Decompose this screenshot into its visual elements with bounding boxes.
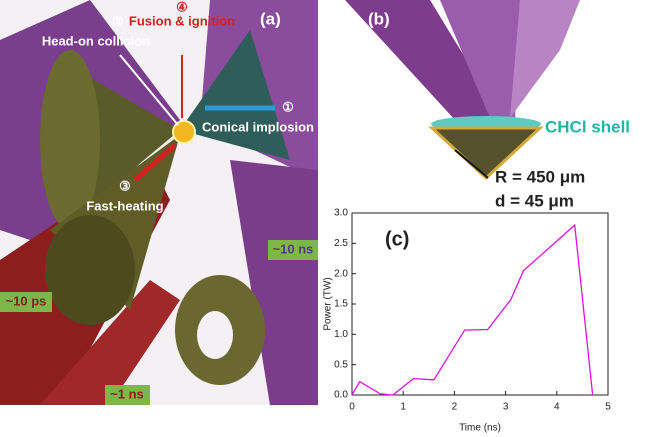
- x-tick-label: 1: [400, 402, 406, 413]
- x-tick-label: 2: [452, 402, 458, 413]
- panel-b-art: (b) CHCl shell R = 450 μm d = 45 μm: [345, 0, 630, 210]
- step-label: Fast-heating: [86, 198, 163, 213]
- y-axis-label: Power (TW): [323, 277, 334, 330]
- olive-cone: [45, 215, 135, 325]
- x-tick-label: 4: [554, 402, 560, 413]
- figure: (a) ② Head-on collision ④ Fusion & ignit…: [0, 0, 656, 437]
- panel-label: (b): [368, 9, 390, 28]
- step-number: ④: [176, 0, 188, 14]
- ring: [197, 311, 233, 359]
- y-tick-label: 2.5: [334, 238, 348, 249]
- panel-a-art: (a) ② Head-on collision ④ Fusion & ignit…: [0, 0, 318, 405]
- time-label: ~1 ns: [110, 386, 144, 401]
- x-tick-label: 5: [605, 402, 611, 413]
- purple-beam: [510, 0, 580, 118]
- y-tick-label: 1.5: [334, 299, 348, 310]
- step-number: ②: [112, 13, 124, 28]
- chart-title: (c): [385, 228, 409, 250]
- step-label: Head-on collision: [42, 33, 150, 48]
- y-tick-label: 3.0: [334, 208, 348, 219]
- y-tick-label: 2.0: [334, 268, 348, 279]
- dimension: d = 45 μm: [495, 191, 574, 210]
- panel-label: (a): [260, 9, 281, 28]
- y-tick-label: 0.5: [334, 359, 348, 370]
- x-tick-label: 0: [349, 402, 355, 413]
- page: (a) ② Head-on collision ④ Fusion & ignit…: [0, 0, 656, 437]
- y-tick-label: 1.0: [334, 329, 348, 340]
- step-number: ③: [119, 178, 131, 193]
- time-label: ~10 ns: [273, 241, 314, 256]
- y-tick-label: 0.0: [334, 390, 348, 401]
- step-label: Conical implosion: [202, 119, 314, 134]
- x-tick-label: 3: [503, 402, 509, 413]
- x-axis-label: Time (ns): [459, 423, 501, 434]
- time-label: ~10 ps: [6, 293, 47, 308]
- dimension: R = 450 μm: [495, 167, 585, 186]
- power-line: [352, 225, 593, 395]
- step-label: Fusion & ignition: [129, 13, 235, 28]
- shell-label: CHCl shell: [545, 117, 630, 136]
- step-number: ①: [282, 99, 294, 114]
- power-chart: 0 1 2 3 4 5 0.0 0.5 1.0 1.5 2.0 2.5 3.0 Time (ns) Powe…: [323, 208, 612, 434]
